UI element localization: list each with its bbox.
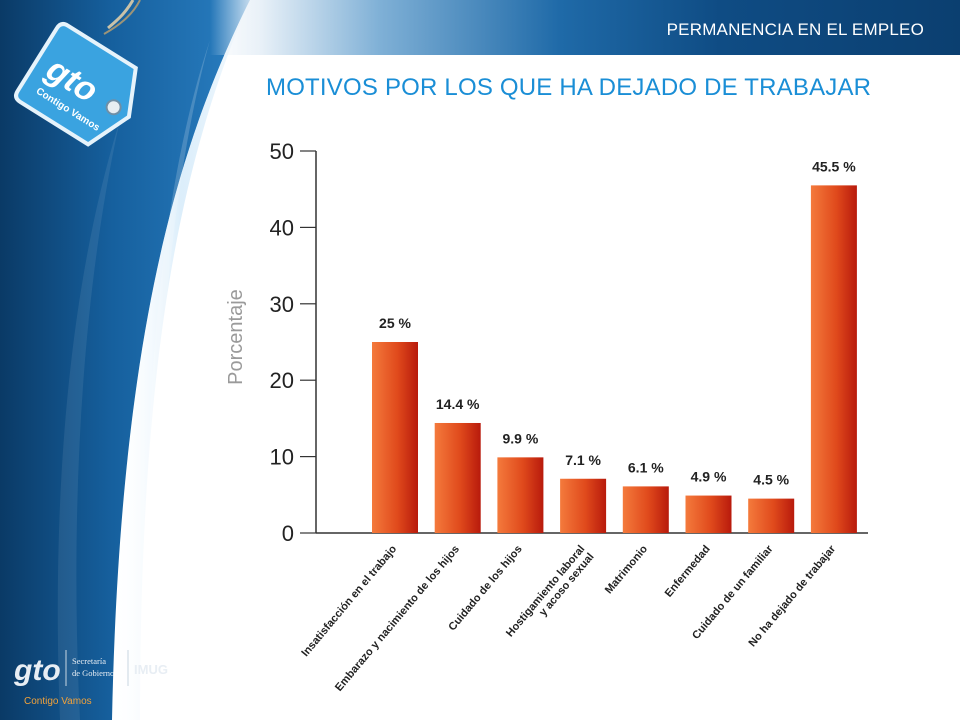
bar-data-label: 14.4 % bbox=[436, 396, 480, 412]
footer-org2: IMUG bbox=[134, 662, 168, 677]
bar bbox=[372, 342, 418, 533]
bars bbox=[372, 185, 857, 533]
data-labels: 25 % 14.4 % 9.9 % 7.1 % 6.1 % 4.9 % 4.5 % 45.5 … bbox=[379, 158, 856, 487]
gto-tag-logo: gto Contigo Vamos bbox=[14, 0, 141, 147]
footer-org-line1: Secretaría bbox=[72, 656, 106, 666]
chart-title: MOTIVOS POR LOS QUE HA DEJADO DE TRABAJA… bbox=[266, 74, 872, 101]
bar bbox=[497, 457, 544, 533]
header-bar bbox=[0, 0, 960, 55]
footer-slogan: Contigo Vamos bbox=[24, 696, 92, 707]
footer-logos: gto Secretaría de Gobierno IMUG Contigo … bbox=[13, 650, 168, 707]
footer-logo-text: gto bbox=[13, 654, 61, 687]
bar-data-label: 25 % bbox=[379, 315, 411, 331]
bar bbox=[685, 495, 732, 533]
bar-data-label: 6.1 % bbox=[628, 459, 664, 475]
bar-data-label: 4.5 % bbox=[753, 472, 789, 488]
bar-data-label: 9.9 % bbox=[502, 430, 538, 446]
y-tick-label: 0 bbox=[282, 521, 294, 546]
x-tick-label: Matrimonio bbox=[603, 543, 650, 596]
bar bbox=[434, 422, 481, 533]
bar bbox=[810, 185, 857, 533]
sidebar-background bbox=[0, 0, 250, 720]
y-tick-label: 20 bbox=[270, 368, 294, 393]
x-tick-label-line: Embarazo y nacimiento de los hijos bbox=[333, 543, 462, 694]
x-tick-label-line: Matrimonio bbox=[603, 543, 650, 596]
bar bbox=[560, 478, 607, 533]
x-tick-label: Enfermedad bbox=[663, 543, 713, 599]
bar-data-label: 45.5 % bbox=[812, 158, 856, 174]
x-tick-label: Embarazo y nacimiento de los hijos bbox=[333, 543, 462, 694]
y-tick-label: 10 bbox=[270, 445, 294, 470]
bar-data-label: 7.1 % bbox=[565, 452, 601, 468]
x-tick-label-line: Enfermedad bbox=[663, 543, 713, 599]
section-title: PERMANENCIA EN EL EMPLEO bbox=[666, 20, 924, 39]
y-tick-label: 50 bbox=[270, 139, 294, 164]
bar bbox=[748, 498, 795, 533]
footer-org-line2: de Gobierno bbox=[72, 668, 114, 678]
bar-data-label: 4.9 % bbox=[691, 469, 727, 485]
y-tick-label: 40 bbox=[270, 215, 294, 240]
bar bbox=[622, 486, 669, 533]
y-axis-title: Porcentaje bbox=[225, 289, 247, 385]
y-tick-label: 30 bbox=[270, 292, 294, 317]
